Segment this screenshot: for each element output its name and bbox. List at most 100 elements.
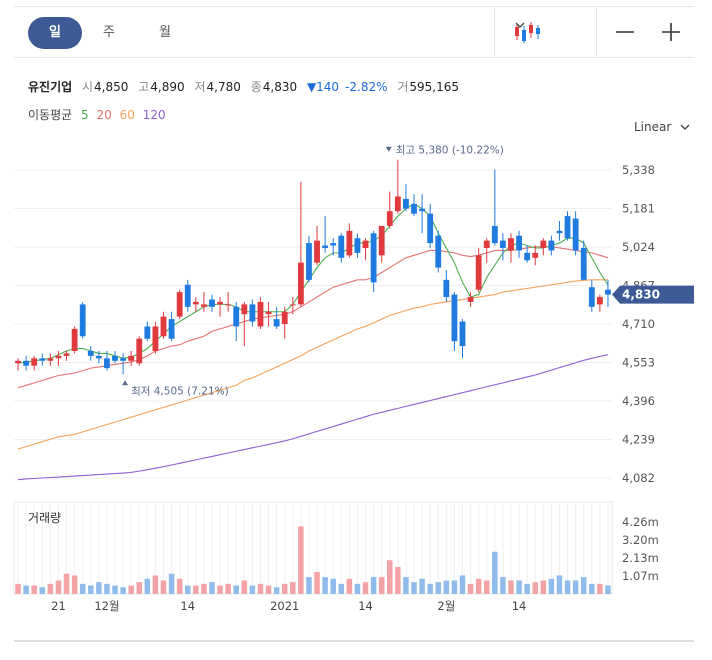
volume-bar bbox=[500, 577, 506, 594]
volume-bar bbox=[273, 587, 280, 594]
low-label: 저 bbox=[194, 80, 206, 94]
candle-body bbox=[330, 243, 337, 246]
price-tick-label: 4,239 bbox=[622, 433, 655, 447]
candle-body bbox=[516, 235, 522, 251]
volume-axis: 4.26m 3.20m 2.13m 1.07m bbox=[622, 515, 659, 583]
volume-bar bbox=[55, 580, 62, 594]
date-tick-label: 14 bbox=[180, 599, 195, 613]
tab-month[interactable]: 월 bbox=[159, 25, 171, 40]
chevron-down-icon bbox=[515, 22, 525, 28]
candle-body bbox=[403, 198, 409, 209]
candle-body bbox=[314, 240, 320, 263]
volume-bar bbox=[597, 583, 603, 594]
ma20-legend: 20 bbox=[96, 108, 112, 122]
volume-bar bbox=[15, 583, 21, 594]
candle-body bbox=[47, 358, 54, 361]
price-tick-label: 4,553 bbox=[622, 356, 655, 370]
volume-bar bbox=[136, 582, 143, 594]
volume-bar bbox=[435, 582, 442, 594]
low-value: 4,780 bbox=[206, 80, 241, 94]
candle-body bbox=[580, 247, 587, 280]
current-price-label: 4,830 bbox=[622, 288, 660, 302]
volume-bar bbox=[467, 583, 474, 594]
plus-icon bbox=[662, 23, 680, 41]
candle-body bbox=[588, 287, 595, 307]
candle-body bbox=[306, 243, 312, 280]
candle-body bbox=[176, 292, 183, 317]
volume-title: 거래량 bbox=[28, 511, 61, 525]
high-label: 고 bbox=[138, 80, 150, 94]
volume-bar bbox=[144, 578, 151, 594]
candle-body bbox=[548, 240, 555, 251]
volume-bars bbox=[15, 526, 611, 594]
candle-body bbox=[209, 299, 215, 307]
candle-body bbox=[297, 262, 304, 305]
candle-body bbox=[605, 289, 611, 295]
candle-body bbox=[104, 358, 110, 369]
candle-body bbox=[79, 304, 86, 337]
ma120-legend: 120 bbox=[142, 108, 166, 122]
volume-bar bbox=[346, 578, 353, 594]
candle-body bbox=[87, 350, 94, 356]
candle-body bbox=[281, 311, 288, 324]
candle-body bbox=[459, 321, 466, 347]
date-axis: 21 12월 14 2021 14 2월 14 bbox=[51, 599, 526, 613]
chart-type-dropdown[interactable] bbox=[508, 17, 590, 47]
candle-body bbox=[289, 304, 296, 306]
tab-week[interactable]: 주 bbox=[103, 25, 115, 40]
price-gridlines bbox=[14, 169, 612, 479]
high-marker bbox=[385, 146, 392, 152]
volume-bar bbox=[47, 583, 54, 594]
volume-bar bbox=[540, 580, 547, 594]
candle-body bbox=[184, 284, 191, 307]
volume-bar bbox=[524, 583, 530, 594]
date-tick-label: 14 bbox=[512, 599, 527, 613]
current-price-badge: 4,830 bbox=[612, 285, 694, 304]
volume-bar bbox=[556, 575, 563, 594]
volume-bar bbox=[370, 577, 377, 594]
volume-bar bbox=[265, 585, 272, 594]
candle-body bbox=[225, 304, 232, 306]
scale-dropdown[interactable]: Linear bbox=[634, 120, 691, 134]
high-annotation: 최고 5,380 (-10.22%) bbox=[396, 145, 504, 157]
volume-bar bbox=[112, 585, 118, 594]
candle-body bbox=[192, 301, 199, 305]
volume-bar bbox=[201, 583, 207, 594]
volume-bar bbox=[605, 585, 611, 594]
volume-bar bbox=[120, 587, 126, 594]
change-percent: -2.82% bbox=[345, 80, 388, 94]
candle-body bbox=[596, 297, 603, 305]
candle-body bbox=[354, 238, 361, 253]
annotations: 최고 5,380 (-10.22%) 최저 4,505 (7.21%) bbox=[122, 145, 504, 397]
volume-bar bbox=[330, 578, 336, 594]
candle-body bbox=[556, 230, 563, 234]
price-summary: 유진기업 시4,850 고4,890 저4,780 종4,830 ▼140 -2.… bbox=[28, 78, 465, 95]
price-axis: 5,3385,1815,0244,8674,7104,5534,3964,239… bbox=[622, 163, 655, 485]
zoom-out-button[interactable] bbox=[610, 17, 640, 47]
volume-bar bbox=[427, 583, 433, 594]
candle-body bbox=[168, 319, 175, 339]
price-tick-label: 4,710 bbox=[622, 317, 655, 331]
candle-body bbox=[467, 297, 474, 302]
candle-body bbox=[257, 301, 264, 327]
price-tick-label: 5,181 bbox=[622, 202, 655, 216]
volume-bar bbox=[217, 585, 223, 594]
candle-body bbox=[144, 326, 151, 339]
candlesticks bbox=[15, 159, 611, 375]
candle-body bbox=[152, 326, 159, 351]
candle-body bbox=[31, 358, 38, 366]
tab-day[interactable]: 일 bbox=[28, 17, 82, 49]
candle-body bbox=[241, 304, 248, 315]
candle-body bbox=[23, 360, 30, 366]
volume-bar bbox=[193, 585, 199, 594]
volume-bar bbox=[362, 582, 369, 594]
volume-bar bbox=[23, 585, 29, 594]
volume-bar bbox=[96, 582, 102, 594]
zoom-in-button[interactable] bbox=[656, 17, 686, 47]
candle-body bbox=[39, 358, 46, 361]
volume-bar bbox=[39, 587, 46, 594]
candle-body bbox=[370, 233, 377, 283]
candle-body bbox=[475, 255, 482, 290]
candle-body bbox=[160, 316, 167, 337]
